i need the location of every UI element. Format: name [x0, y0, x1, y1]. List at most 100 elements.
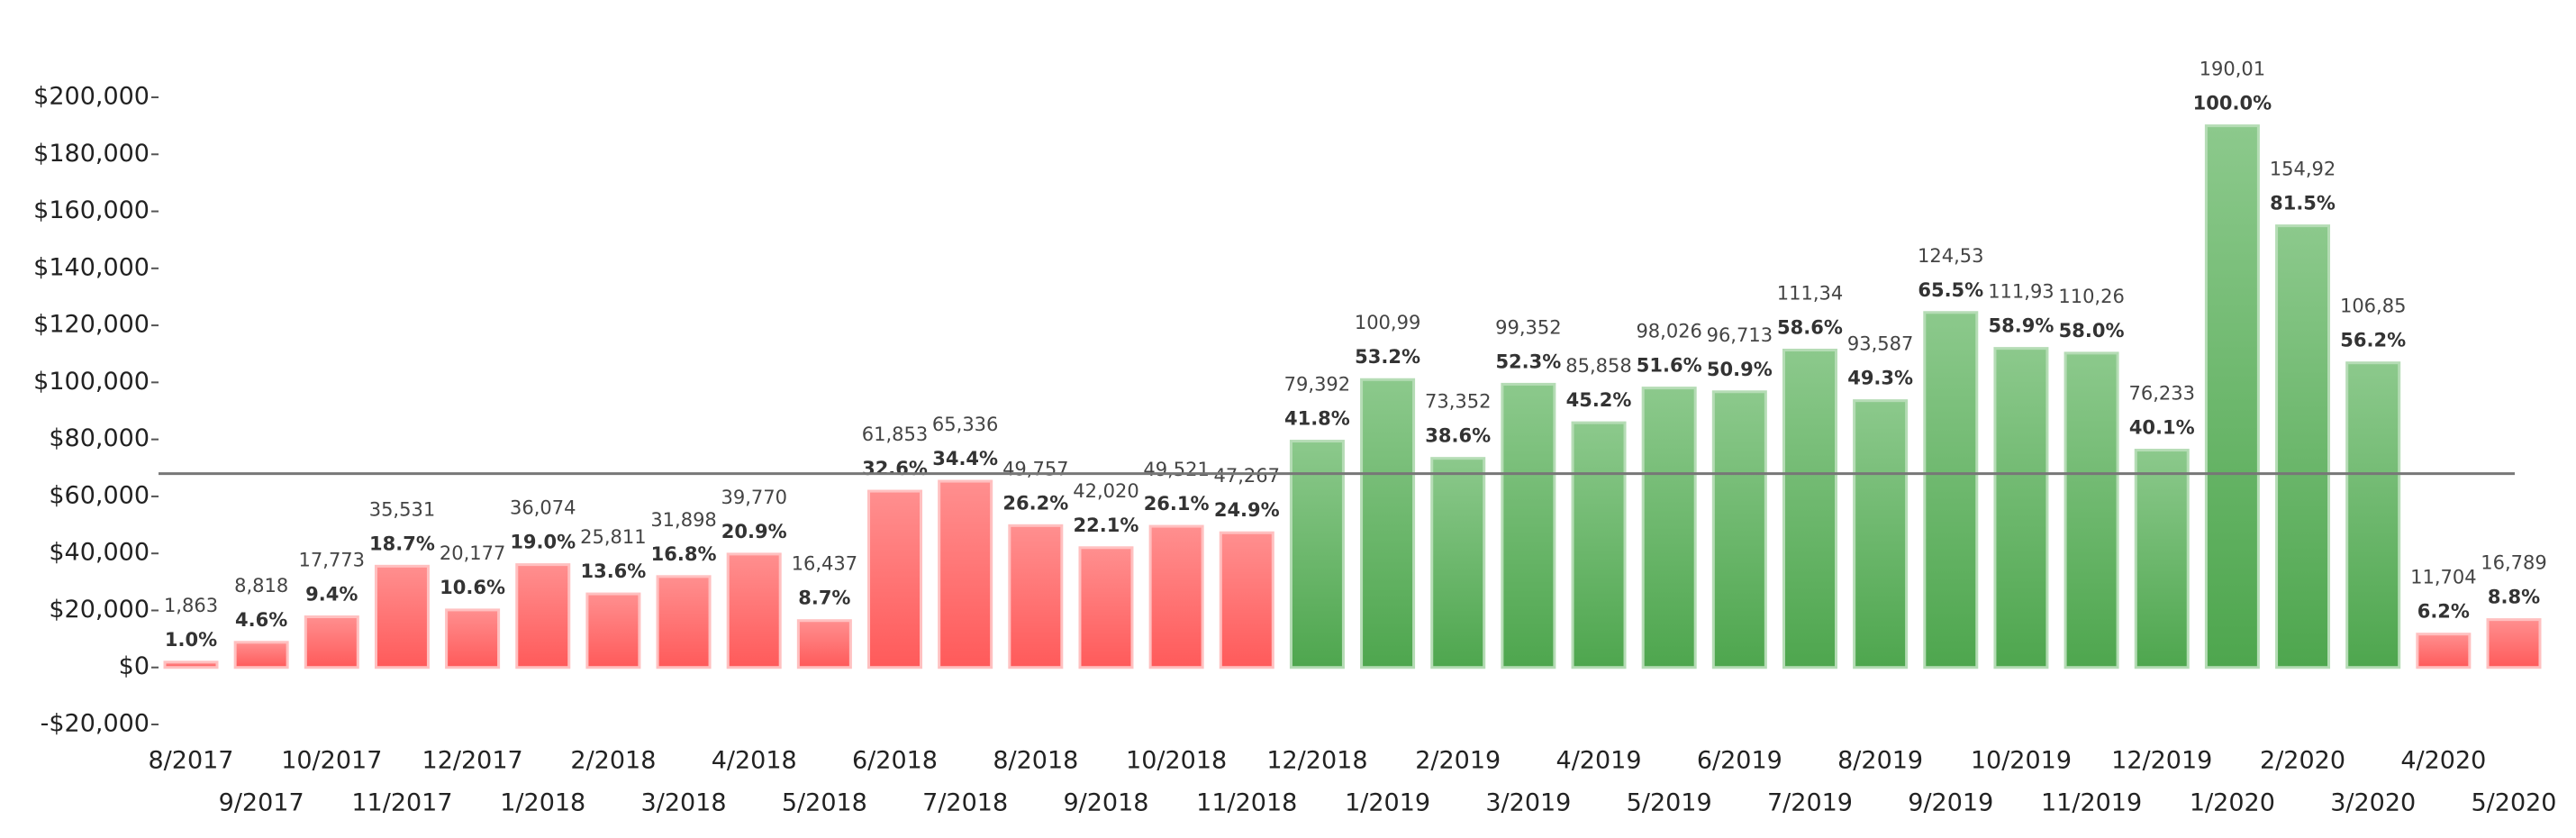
percent-label: 50.9% [1707, 359, 1773, 380]
bar [445, 608, 501, 669]
value-label: 36,074 [510, 497, 576, 519]
bar [1289, 440, 1345, 669]
bar [2345, 361, 2401, 669]
x-tick-label: 1/2018 [500, 789, 585, 817]
percent-label: 56.2% [2340, 330, 2406, 351]
x-tick-label: 11/2017 [351, 789, 452, 817]
x-tick-label: 4/2019 [1556, 747, 1642, 775]
percent-label: 53.2% [1355, 346, 1420, 368]
percent-label: 81.5% [2270, 193, 2336, 214]
y-tick-label: $200,000 [33, 83, 150, 111]
percent-label: 26.1% [1144, 493, 1210, 515]
value-label: 85,858 [1565, 355, 1631, 377]
value-label: 16,437 [792, 553, 857, 575]
value-label: 98,026 [1636, 321, 1701, 342]
percent-label: 65.5% [1918, 279, 1983, 301]
x-tick-label: 4/2018 [712, 747, 797, 775]
y-tick-label: -$20,000 [41, 710, 150, 738]
value-label: 42,020 [1073, 480, 1138, 502]
y-tick-label: $60,000 [49, 481, 150, 509]
x-tick-label: 9/2018 [1063, 789, 1148, 817]
bar [656, 575, 712, 669]
x-tick-label: 4/2020 [2400, 747, 2486, 775]
y-tick-label: $120,000 [33, 311, 150, 339]
percent-label: 22.1% [1074, 515, 1139, 536]
bar [1782, 348, 1837, 669]
value-label: 73,352 [1425, 391, 1491, 413]
x-tick-label: 3/2018 [641, 789, 727, 817]
x-tick-label: 6/2019 [1697, 747, 1782, 775]
x-tick-label: 5/2019 [1627, 789, 1712, 817]
percent-label: 16.8% [651, 543, 717, 565]
bar [726, 552, 782, 669]
x-tick-label: 8/2018 [993, 747, 1078, 775]
bar [233, 641, 289, 669]
value-label: 111,34 [1777, 282, 1843, 304]
bar [2416, 633, 2472, 669]
y-tick-label: $80,000 [49, 424, 150, 452]
value-label: 65,336 [932, 414, 998, 435]
value-label: 31,898 [650, 509, 716, 531]
y-tick-label: $100,000 [33, 368, 150, 396]
x-tick-label: 1/2019 [1345, 789, 1430, 817]
value-label: 154,92 [2270, 159, 2336, 180]
bar [1008, 524, 1064, 669]
value-label: 8,818 [234, 575, 288, 597]
bar [1219, 531, 1274, 669]
percent-label: 45.2% [1566, 389, 1632, 411]
percent-label: 100.0% [2193, 93, 2272, 114]
bar [374, 564, 430, 669]
bar [2204, 124, 2260, 669]
value-label: 100,99 [1355, 312, 1420, 333]
bar [304, 615, 359, 669]
percent-label: 52.3% [1495, 351, 1561, 372]
bar [1711, 390, 1767, 669]
value-label: 49,521 [1143, 459, 1209, 480]
x-tick-label: 10/2018 [1126, 747, 1227, 775]
value-label: 99,352 [1495, 316, 1561, 338]
bar [1501, 382, 1556, 669]
percent-label: 10.6% [440, 577, 505, 598]
percent-label: 24.9% [1214, 499, 1280, 521]
percent-label: 6.2% [2417, 601, 2470, 623]
percent-label: 38.6% [1425, 425, 1491, 447]
bar [163, 660, 219, 669]
value-label: 106,85 [2340, 296, 2406, 317]
percent-label: 26.2% [1002, 492, 1068, 514]
value-label: 93,587 [1847, 333, 1913, 355]
percent-label: 8.8% [2488, 587, 2540, 608]
bar [1148, 524, 1204, 669]
bar [938, 479, 993, 669]
value-label: 17,773 [299, 549, 365, 570]
x-tick-label: 5/2018 [782, 789, 867, 817]
percent-label: 41.8% [1284, 408, 1350, 430]
value-label: 11,704 [2410, 567, 2476, 588]
percent-label: 51.6% [1637, 355, 1702, 377]
value-label: 96,713 [1707, 324, 1773, 346]
percent-label: 19.0% [510, 532, 576, 553]
bar [2275, 224, 2331, 669]
value-label: 49,757 [1002, 458, 1068, 479]
percent-label: 4.6% [235, 609, 287, 631]
percent-label: 40.1% [2129, 417, 2195, 439]
value-label: 190,01 [2200, 59, 2265, 80]
value-label: 124,53 [1918, 245, 1983, 267]
bar [585, 592, 641, 669]
x-tick-label: 2/2018 [570, 747, 656, 775]
x-tick-label: 3/2020 [2330, 789, 2416, 817]
value-label: 39,770 [721, 487, 786, 508]
bar [2064, 351, 2119, 669]
x-tick-label: 5/2020 [2472, 789, 2557, 817]
y-tick-label: $140,000 [33, 253, 150, 281]
percent-label: 9.4% [305, 583, 358, 605]
x-tick-label: 3/2019 [1485, 789, 1571, 817]
bar [1641, 387, 1697, 669]
value-label: 79,392 [1284, 374, 1350, 396]
y-tick-label: $180,000 [33, 140, 150, 168]
percent-label: 18.7% [369, 533, 435, 554]
value-label: 110,26 [2058, 286, 2124, 307]
x-tick-label: 7/2019 [1767, 789, 1853, 817]
x-tick-label: 7/2018 [922, 789, 1008, 817]
percent-label: 58.0% [2059, 320, 2125, 342]
